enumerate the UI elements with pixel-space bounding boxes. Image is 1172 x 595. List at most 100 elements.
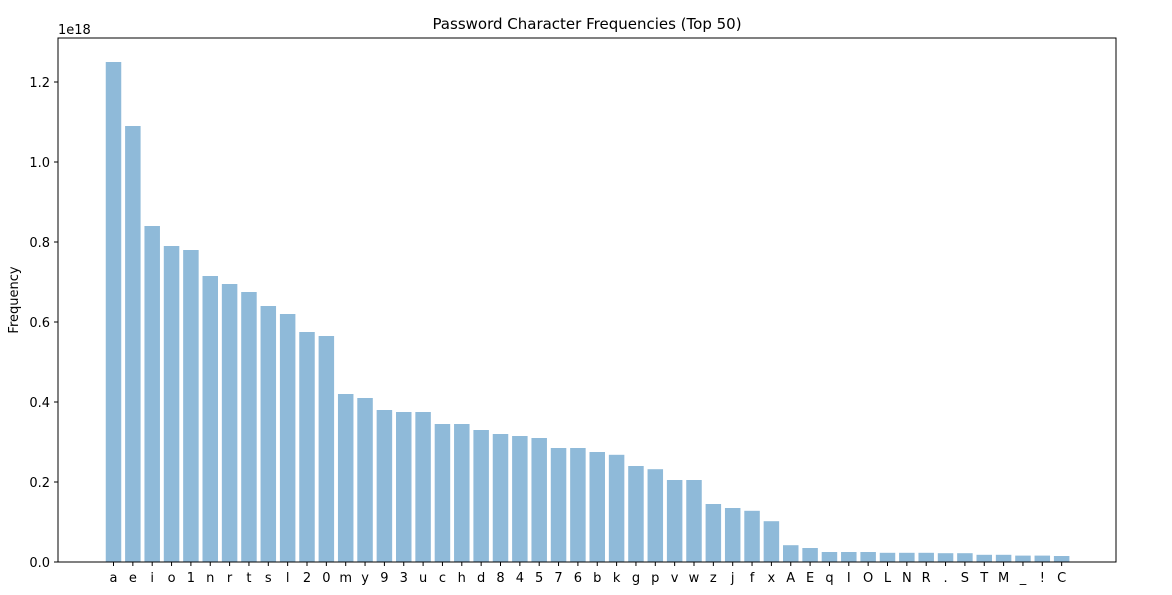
bar-38 <box>841 552 857 562</box>
x-tick-label: 9 <box>380 571 388 586</box>
bar-1 <box>125 126 141 562</box>
x-tick-label: ! <box>1040 571 1045 586</box>
y-tick-label: 0.4 <box>29 396 50 411</box>
y-tick-label: 0.2 <box>29 476 50 491</box>
bar-0 <box>105 62 122 562</box>
x-tick-label: u <box>419 571 427 586</box>
x-tick-label: e <box>129 571 137 586</box>
bar-13 <box>357 398 373 562</box>
bar-20 <box>492 434 509 562</box>
bar-24 <box>570 448 586 562</box>
bar-41 <box>899 552 915 562</box>
bar-17 <box>434 424 451 562</box>
x-tick-label: 1 <box>187 571 195 586</box>
bar-44 <box>957 553 973 562</box>
x-tick-label: 4 <box>516 571 524 586</box>
x-tick-label: S <box>961 571 969 586</box>
x-tick-label: O <box>863 571 873 586</box>
x-tick-label: 2 <box>303 571 311 586</box>
y-axis-ticks: 0.0 0.2 0.4 0.6 0.8 1.0 1.2 <box>29 76 58 571</box>
x-tick-label: n <box>206 571 214 586</box>
y-tick-label: 0.8 <box>29 236 50 251</box>
x-tick-label: q <box>825 571 833 586</box>
x-tick-label: 0 <box>322 571 330 586</box>
x-tick-label: R <box>922 571 931 586</box>
x-tick-label: j <box>730 571 735 586</box>
bar-18 <box>454 424 470 562</box>
bar-42 <box>918 552 934 562</box>
x-tick-label: L <box>884 571 892 586</box>
y-axis-label: Frequency <box>7 266 22 333</box>
x-tick-label: 5 <box>535 571 543 586</box>
x-tick-label: h <box>458 571 466 586</box>
bar-25 <box>589 452 605 562</box>
x-tick-label: r <box>227 571 233 586</box>
x-tick-label: T <box>979 571 988 586</box>
y-tick-label: 1.0 <box>29 156 50 171</box>
x-tick-label: C <box>1057 571 1066 586</box>
x-tick-label: c <box>439 571 446 586</box>
x-tick-label: t <box>246 571 251 586</box>
bar-23 <box>550 448 567 562</box>
x-tick-label: l <box>286 571 290 586</box>
bar-45 <box>976 554 992 562</box>
x-tick-label: 8 <box>496 571 504 586</box>
bar-40 <box>879 552 896 562</box>
x-tick-label: N <box>902 571 912 586</box>
bar-36 <box>802 548 818 562</box>
x-tick-label: g <box>632 571 640 586</box>
bar-33 <box>744 510 760 562</box>
bar-16 <box>415 412 431 562</box>
bar-15 <box>396 412 412 562</box>
bar-10 <box>299 332 315 562</box>
x-tick-label: d <box>477 571 485 586</box>
bar-9 <box>279 314 296 562</box>
x-tick-label: p <box>651 571 659 586</box>
x-tick-label: v <box>671 571 679 586</box>
bar-11 <box>318 336 335 562</box>
plot-frame <box>57 37 1117 563</box>
bar-31 <box>705 504 722 562</box>
bar-26 <box>608 454 625 562</box>
x-tick-label: a <box>110 571 118 586</box>
bar-5 <box>202 276 218 562</box>
bar-3 <box>163 246 180 562</box>
bar-32 <box>724 508 741 562</box>
x-tick-label: z <box>710 571 717 586</box>
bar-22 <box>531 438 547 562</box>
bar-34 <box>763 521 780 562</box>
x-tick-label: _ <box>1019 571 1027 586</box>
bar-43 <box>937 553 954 562</box>
bar-12 <box>337 394 354 562</box>
bar-49 <box>1053 556 1070 562</box>
x-tick-label: b <box>593 571 601 586</box>
bar-47 <box>1015 555 1031 562</box>
x-tick-label: E <box>806 571 814 586</box>
x-tick-label: I <box>847 571 851 586</box>
y-tick-label: 0.0 <box>29 556 50 571</box>
bar-28 <box>647 469 664 562</box>
bar-39 <box>860 552 876 562</box>
y-tick-label: 1.2 <box>29 76 50 91</box>
bar-35 <box>783 545 799 562</box>
x-tick-label: w <box>689 571 700 586</box>
bar-29 <box>666 480 683 562</box>
bar-8 <box>260 306 277 562</box>
x-tick-label: M <box>998 571 1009 586</box>
bar-21 <box>512 436 528 562</box>
bar-48 <box>1034 555 1051 562</box>
chart-title: Password Character Frequencies (Top 50) <box>432 15 741 33</box>
x-tick-label: A <box>786 571 795 586</box>
x-tick-label: o <box>168 571 176 586</box>
x-tick-label: k <box>613 571 621 586</box>
bar-2 <box>144 226 160 562</box>
x-tick-label: f <box>750 571 755 586</box>
bar-4 <box>183 250 199 562</box>
bar-37 <box>821 552 838 562</box>
bar-30 <box>686 480 702 562</box>
x-tick-label: 6 <box>574 571 582 586</box>
bars-layer <box>105 62 1070 562</box>
bar-27 <box>628 466 644 562</box>
